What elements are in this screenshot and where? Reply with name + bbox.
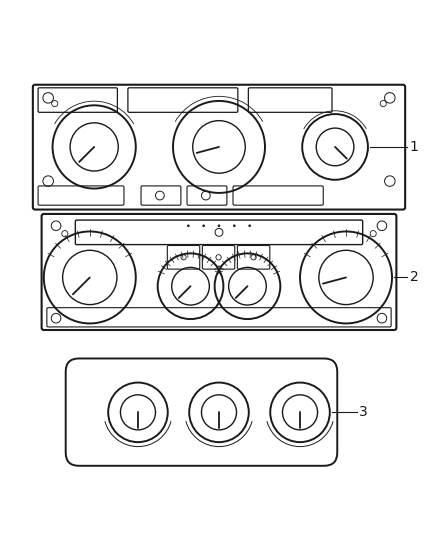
Circle shape xyxy=(187,224,190,227)
Circle shape xyxy=(202,224,205,227)
Text: 2: 2 xyxy=(410,270,418,285)
Circle shape xyxy=(233,224,236,227)
Text: 1: 1 xyxy=(410,140,418,154)
Circle shape xyxy=(218,224,220,227)
Text: 3: 3 xyxy=(359,406,368,419)
Circle shape xyxy=(248,224,251,227)
